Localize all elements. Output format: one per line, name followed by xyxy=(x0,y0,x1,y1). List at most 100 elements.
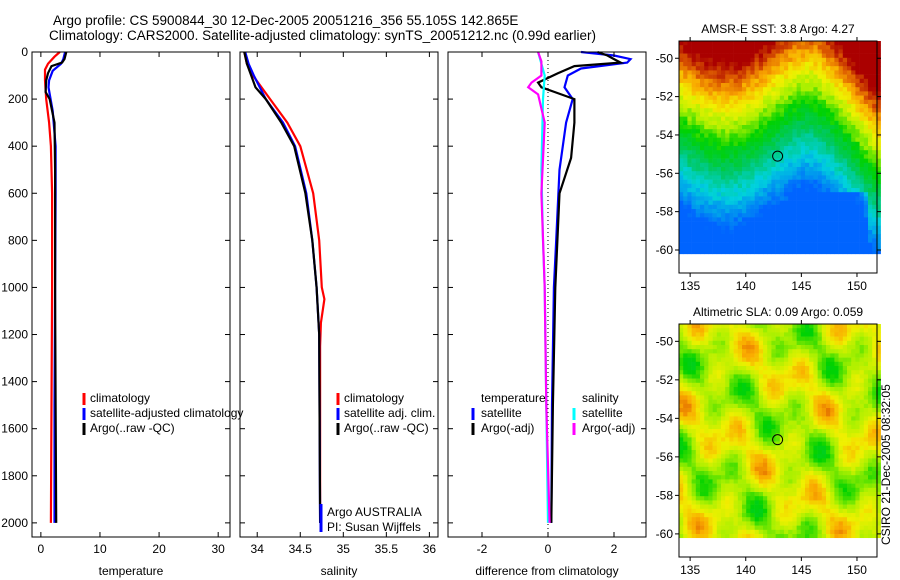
map-pixel xyxy=(872,45,877,50)
map-pixel xyxy=(687,221,692,227)
map-pixel xyxy=(763,171,768,176)
map-pixel xyxy=(754,357,760,363)
map-pixel xyxy=(784,179,789,185)
map-pixel xyxy=(733,450,739,455)
map-pixel xyxy=(679,374,684,379)
map-pixel xyxy=(695,230,701,235)
map-pixel xyxy=(779,328,785,333)
map-pixel xyxy=(733,349,739,354)
map-pixel xyxy=(876,471,881,476)
map-pixel xyxy=(691,87,697,92)
map-pixel xyxy=(838,353,844,358)
map-pixel xyxy=(704,424,709,430)
map-pixel xyxy=(842,361,848,367)
map-pixel xyxy=(733,479,739,484)
map-pixel xyxy=(712,462,718,468)
map-pixel xyxy=(788,167,793,172)
map-pixel xyxy=(838,521,844,526)
map-pixel xyxy=(830,353,835,358)
map-pixel xyxy=(763,179,768,185)
map-pixel xyxy=(716,167,722,172)
map-pixel xyxy=(817,487,823,493)
map-pixel xyxy=(876,420,881,426)
map-pixel xyxy=(763,230,768,235)
map-pixel xyxy=(679,403,684,409)
map-pixel xyxy=(746,179,751,185)
map-pixel xyxy=(826,525,831,531)
map-pixel xyxy=(754,445,760,451)
map-pixel xyxy=(796,158,802,164)
map-pixel xyxy=(779,441,785,447)
map-pixel xyxy=(742,399,747,405)
map-pixel xyxy=(721,137,726,143)
map-pixel xyxy=(742,129,747,134)
map-pixel xyxy=(838,66,844,71)
map-pixel xyxy=(746,357,751,363)
map-pixel xyxy=(679,408,684,413)
map-pixel xyxy=(855,200,860,206)
map-pixel xyxy=(805,162,810,168)
map-pixel xyxy=(805,78,810,84)
map-pixel xyxy=(817,504,823,510)
map-pixel xyxy=(821,204,827,210)
map-pixel xyxy=(779,345,785,350)
map-pixel xyxy=(855,504,860,510)
map-pixel xyxy=(742,41,747,46)
map-pixel xyxy=(779,429,785,434)
map-pixel xyxy=(687,504,692,510)
map-pixel xyxy=(876,340,881,346)
map-pixel xyxy=(859,366,865,371)
map-pixel xyxy=(851,242,856,248)
map-pixel xyxy=(737,133,743,138)
map-pixel xyxy=(691,462,697,468)
map-pixel xyxy=(775,349,781,354)
map-pixel xyxy=(813,416,818,421)
map-pixel xyxy=(733,492,739,497)
map-pixel xyxy=(746,125,751,130)
map-pixel xyxy=(721,429,726,434)
map-pixel xyxy=(817,162,823,168)
map-pixel xyxy=(876,49,881,54)
map-pixel xyxy=(691,49,697,54)
map-pixel xyxy=(809,349,814,354)
map-pixel xyxy=(775,188,781,193)
map-pixel xyxy=(847,504,852,510)
map-pixel xyxy=(784,209,789,214)
map-pixel xyxy=(691,133,697,138)
map-pixel xyxy=(679,462,684,468)
map-pixel xyxy=(859,508,865,514)
map-pixel xyxy=(763,374,768,379)
map-pixel xyxy=(712,366,718,371)
map-pixel xyxy=(838,217,844,222)
map-pixel xyxy=(821,336,827,342)
map-pixel xyxy=(708,429,713,434)
map-pixel xyxy=(817,395,823,400)
map-pixel xyxy=(826,120,831,126)
map-pixel xyxy=(716,246,722,252)
map-pixel xyxy=(842,125,848,130)
map-pixel xyxy=(771,141,776,147)
map-pixel xyxy=(876,238,881,243)
map-pixel xyxy=(704,420,709,426)
map-pixel xyxy=(779,483,785,489)
x-tick-label: 150 xyxy=(847,279,867,293)
map-pixel xyxy=(746,328,751,333)
map-pixel xyxy=(838,192,844,197)
map-pixel xyxy=(695,349,701,354)
map-pixel xyxy=(788,521,793,526)
map-pixel xyxy=(813,496,818,501)
map-pixel xyxy=(695,429,701,434)
map-pixel xyxy=(830,416,835,421)
map-pixel xyxy=(838,95,844,101)
map-pixel xyxy=(767,374,772,379)
map-pixel xyxy=(775,112,781,117)
map-pixel xyxy=(771,41,776,46)
map-pixel xyxy=(683,500,688,505)
map-pixel xyxy=(775,95,781,101)
map-pixel xyxy=(868,53,873,59)
map-pixel xyxy=(838,445,844,451)
map-pixel xyxy=(712,370,718,375)
map-pixel xyxy=(830,370,835,375)
map-pixel xyxy=(842,158,848,164)
map-pixel xyxy=(800,433,806,438)
